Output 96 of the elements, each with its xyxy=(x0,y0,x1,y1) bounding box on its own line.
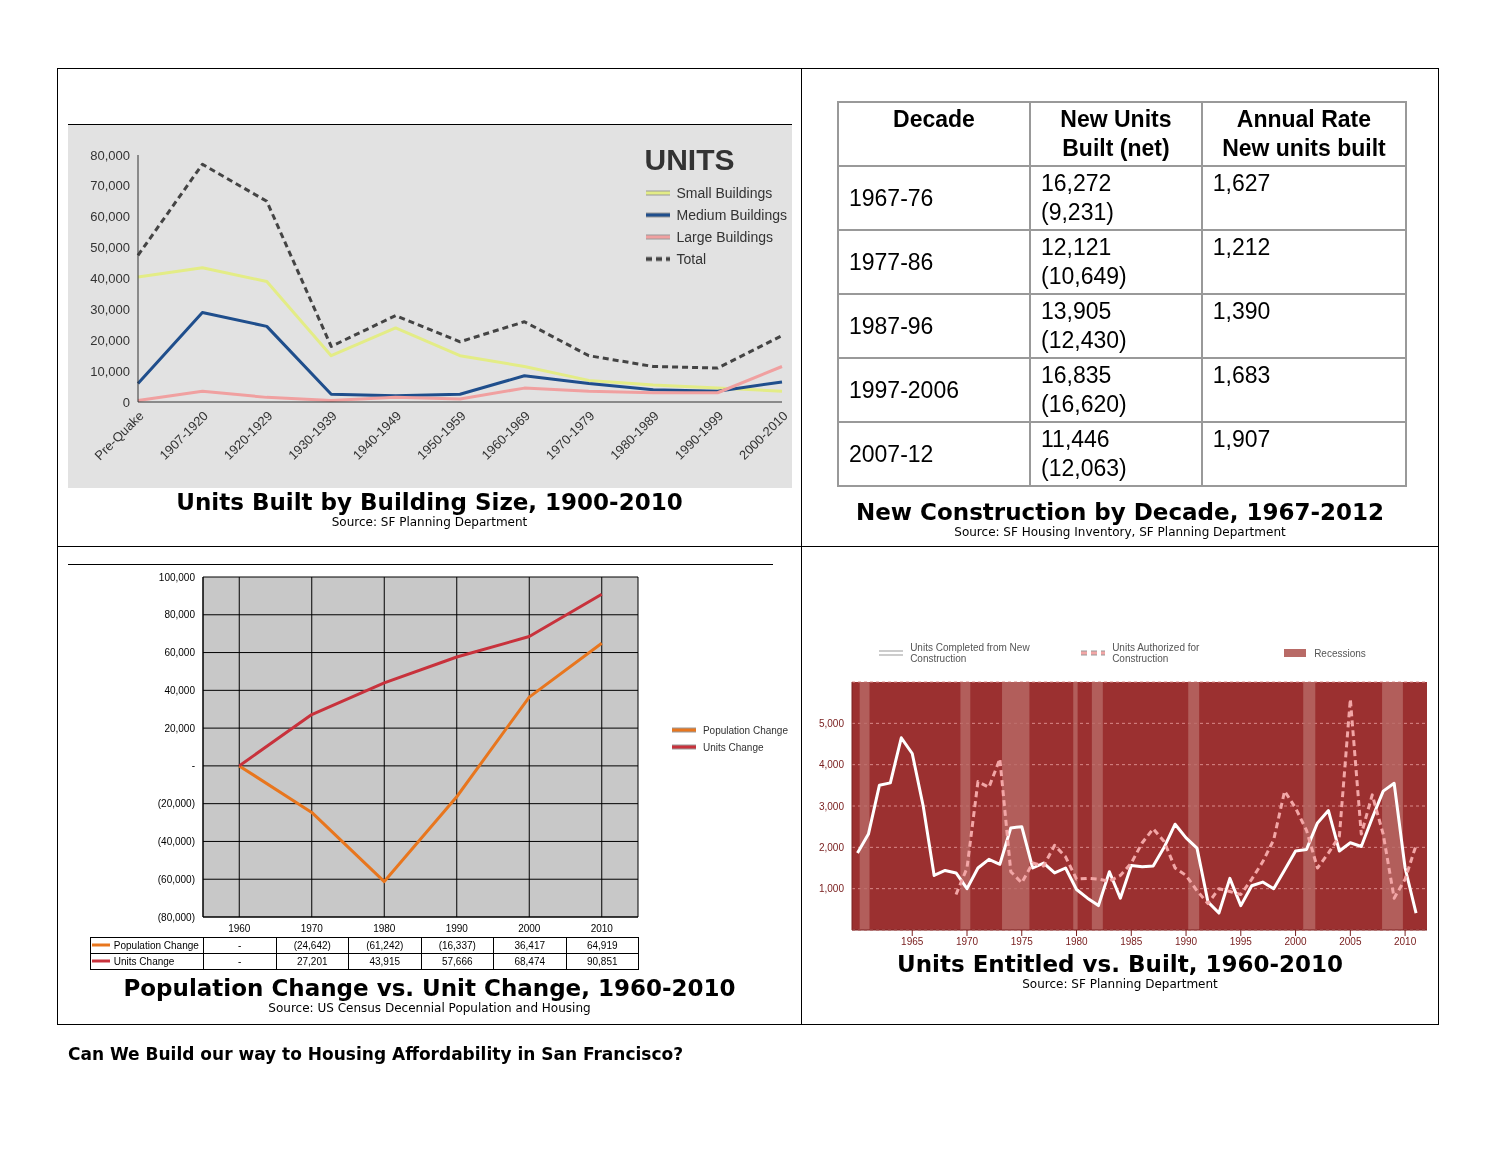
y-tick-label: (40,000) xyxy=(157,835,195,847)
data-label: 16,272 xyxy=(1041,169,1113,198)
data-label: 90,851 xyxy=(565,953,639,970)
y-tick-label: 40,000 xyxy=(164,684,196,696)
data-label: 1,683 xyxy=(1212,361,1272,390)
legend-label: Medium Buildings xyxy=(676,207,787,223)
x-tick-label: 1995 xyxy=(1229,936,1253,948)
category-label: 1967-76 xyxy=(838,166,1030,230)
y-tick-label: - xyxy=(191,760,195,772)
legend-label: Total xyxy=(676,251,707,267)
y-tick-label: 4,000 xyxy=(818,759,845,771)
source-note: Source: SF Planning Department xyxy=(1021,977,1219,991)
text: New Construction by Decade, 1967-2012 xyxy=(855,499,1385,525)
data-label: 13,905 xyxy=(1041,297,1113,326)
y-tick-label: 30,000 xyxy=(90,301,130,317)
y-tick-label: 70,000 xyxy=(90,178,130,194)
data-label: 64,919 xyxy=(565,937,639,954)
data-label: 1,627 xyxy=(1212,169,1272,198)
data-label: 16,835 xyxy=(1041,361,1113,390)
data-label: 1,390 xyxy=(1212,297,1272,326)
y-tick-label: (20,000) xyxy=(157,798,195,810)
x-tick-label: 2000 xyxy=(1284,936,1308,948)
y-tick-label: 20,000 xyxy=(164,722,196,734)
y-tick-label: 40,000 xyxy=(90,271,130,287)
y-tick-label: 60,000 xyxy=(164,647,196,659)
y-tick-label: 50,000 xyxy=(90,240,130,256)
y-tick-label: (80,000) xyxy=(157,911,195,923)
legend-title: UNITS xyxy=(644,143,736,177)
legend-label: Units Completed from New Construction xyxy=(910,642,1031,664)
y-tick-label: 80,000 xyxy=(90,147,130,163)
y-tick-label: 2,000 xyxy=(818,841,845,853)
y-tick-label: 1,000 xyxy=(818,883,845,895)
x-tick-label: 2010 xyxy=(590,923,614,935)
legend-label: Small Buildings xyxy=(676,185,773,201)
y-tick-label: 60,000 xyxy=(90,209,130,225)
data-label: 1,212 xyxy=(1212,233,1272,262)
y-tick-label: (60,000) xyxy=(157,873,195,885)
text: New Units Built (net) xyxy=(1030,102,1202,166)
data-label: 1,907 xyxy=(1212,425,1272,454)
x-tick-label: 1980 xyxy=(373,923,396,935)
y-tick-label: 5,000 xyxy=(818,717,845,729)
data-label: 12,121 xyxy=(1041,233,1113,262)
category-label: 1987-96 xyxy=(838,294,1030,358)
x-tick-label: 2010 xyxy=(1393,936,1417,948)
legend-label: Large Buildings xyxy=(676,229,774,245)
data-label: 11,446 xyxy=(1041,425,1111,454)
data-label: (16,337) xyxy=(420,937,494,954)
data-label: 57,666 xyxy=(420,953,494,970)
legend-label: Units Change xyxy=(702,741,764,753)
data-label: 36,417 xyxy=(493,937,567,954)
x-tick-label: 1960 xyxy=(228,923,251,935)
legend-label: Population Change xyxy=(90,937,204,954)
legend-label: Units Authorized for Construction xyxy=(1112,642,1201,664)
category-label: 1997-2006 xyxy=(838,358,1030,422)
data-label: (12,430) xyxy=(1041,326,1128,355)
y-tick-label: 20,000 xyxy=(90,332,130,348)
y-tick-label: 100,000 xyxy=(158,571,196,583)
y-tick-label: 0 xyxy=(122,394,130,410)
y-tick-label: 10,000 xyxy=(90,363,130,379)
text: Units Entitled vs. Built, 1960-2010 xyxy=(896,951,1344,977)
x-tick-label: 1980 xyxy=(1065,936,1089,948)
source-note: Source: SF Housing Inventory, SF Planning Department xyxy=(953,525,1287,539)
data-label: (9,231) xyxy=(1041,198,1115,227)
text: Units Change xyxy=(113,956,175,967)
text: Can We Build our way to Housing Affordability in San Francisco? xyxy=(68,1044,684,1064)
category-label: 2007-12 xyxy=(838,422,1030,486)
data-label: 68,474 xyxy=(493,953,567,970)
data-label: - xyxy=(203,937,277,954)
x-tick-label: 1965 xyxy=(901,936,924,948)
x-tick-label: 1975 xyxy=(1010,936,1034,948)
legend-label: Recessions xyxy=(1314,647,1366,659)
data-label: (12,063) xyxy=(1041,454,1128,483)
text: Decade xyxy=(838,102,1030,166)
data-label: 43,915 xyxy=(348,953,422,970)
text: Units Built by Building Size, 1900-2010 xyxy=(175,489,684,515)
y-tick-label: 3,000 xyxy=(818,800,845,812)
x-tick-label: 1970 xyxy=(300,923,324,935)
text: Population Change vs. Unit Change, 1960-2010 xyxy=(122,975,737,1001)
data-label: (16,620) xyxy=(1041,390,1128,419)
data-label: (10,649) xyxy=(1041,262,1128,291)
data-label: (61,242) xyxy=(348,937,422,954)
x-tick-label: 1990 xyxy=(445,923,469,935)
source-note: Source: SF Planning Department xyxy=(330,515,529,529)
x-tick-label: 2005 xyxy=(1339,936,1362,948)
data-label: (24,642) xyxy=(275,937,349,954)
data-label: 27,201 xyxy=(275,953,349,970)
category-label: 1977-86 xyxy=(838,230,1030,294)
x-tick-label: 1990 xyxy=(1174,936,1198,948)
source-note: Source: US Census Decennial Population and Housing xyxy=(267,1001,592,1015)
text: Annual Rate New units built xyxy=(1201,102,1406,166)
data-label: - xyxy=(203,953,277,970)
x-tick-label: 2000 xyxy=(518,923,541,935)
x-tick-label: 1970 xyxy=(955,936,979,948)
x-tick-label: 1985 xyxy=(1120,936,1143,948)
y-tick-label: 80,000 xyxy=(164,609,196,621)
text: Population Change xyxy=(702,724,788,736)
